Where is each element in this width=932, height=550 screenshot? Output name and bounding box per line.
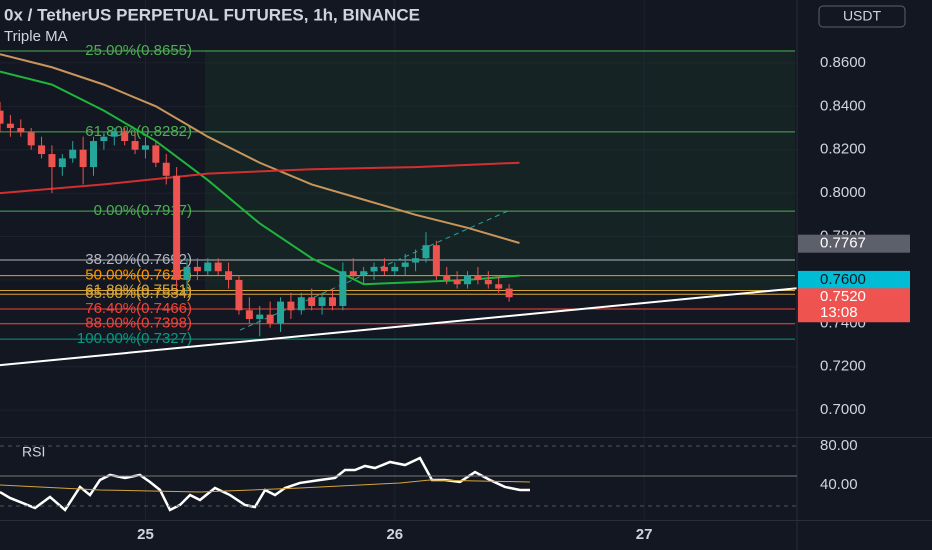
fib-label: 38.20%(0.7692) [85, 251, 192, 268]
candle-body [90, 141, 98, 168]
price-tag [798, 234, 910, 253]
candle-body [235, 279, 243, 311]
candle-body [38, 145, 46, 155]
moving-average [0, 70, 520, 286]
candle-body [370, 266, 378, 272]
fib-label: 88.00%(0.7398) [85, 315, 192, 332]
candle-body [505, 288, 513, 298]
rsi-tick-label: 40.00 [820, 476, 858, 493]
candle-body [141, 145, 149, 150]
y-tick-label: 0.7200 [820, 358, 866, 375]
candle-body [17, 128, 25, 133]
y-tick-label: 0.8200 [820, 141, 866, 158]
candle-body [495, 284, 503, 289]
candle-body [287, 301, 295, 311]
candle-body [297, 297, 305, 311]
candle-body [152, 145, 160, 163]
fib-label: 0.00%(0.7917) [94, 202, 192, 219]
x-tick-label: 26 [386, 526, 403, 543]
y-tick-label: 0.8400 [820, 97, 866, 114]
candle-body [6, 123, 14, 129]
candle-body [79, 149, 87, 168]
indicator-name: Triple MA [4, 28, 68, 45]
candle-body [318, 297, 326, 306]
y-tick-label: 0.8600 [820, 54, 866, 71]
candle-body [131, 141, 139, 150]
candle-body [443, 275, 451, 280]
fib-label: 100.00%(0.7327) [77, 330, 192, 347]
fib-label: 76.40%(0.7466) [85, 300, 192, 317]
candle-body [110, 132, 118, 137]
candle-body [245, 310, 253, 319]
currency-label[interactable]: USDT [843, 8, 882, 24]
fib-label: 65.00%(0.7534) [85, 285, 192, 302]
candle-body [204, 262, 212, 272]
x-tick-label: 25 [137, 526, 154, 543]
moving-average [0, 53, 520, 244]
candle-body [27, 132, 35, 146]
fib-label: 25.00%(0.8655) [85, 42, 192, 59]
y-tick-label: 0.8000 [820, 184, 866, 201]
candle-body [58, 158, 66, 168]
candle-body [432, 245, 440, 276]
candle-body [464, 275, 472, 285]
y-tick-label: 0.7000 [820, 401, 866, 418]
candle-body [380, 266, 388, 272]
candle-body [328, 297, 336, 306]
currency-button[interactable] [818, 5, 906, 28]
fib-label: 61.80%(0.7551) [85, 282, 192, 299]
chart-title: 0x / TetherUS PERPETUAL FUTURES, 1h, BIN… [4, 5, 420, 24]
candle-body [183, 266, 191, 280]
candle-body [308, 297, 316, 306]
candle-body [266, 314, 274, 324]
moving-average [0, 161, 520, 195]
price-tag [798, 270, 910, 289]
candle-body [48, 154, 56, 168]
candle-body [453, 279, 461, 285]
fib-label: 50.00%(0.7620) [85, 267, 192, 284]
rsi-ma [0, 479, 530, 493]
price-tag-label: 0.7600 [820, 271, 866, 288]
candle-body [401, 262, 409, 267]
candle-body [484, 279, 492, 285]
candle-body [100, 136, 108, 142]
price-tag [798, 288, 910, 323]
candle-body [173, 175, 181, 280]
candle-body [339, 271, 347, 306]
candle-body [474, 275, 482, 280]
candle-body [422, 245, 430, 259]
candle-body [360, 271, 368, 276]
candle-body [121, 132, 129, 142]
candle-body [277, 301, 285, 324]
candle-body [69, 149, 77, 159]
candle-body [349, 271, 357, 276]
price-tag-countdown: 13:08 [820, 304, 858, 321]
candle-body [0, 110, 4, 124]
candle-body [256, 314, 264, 319]
rsi-tick-label: 80.00 [820, 437, 858, 454]
rsi-title: RSI [22, 444, 45, 460]
candle-body [214, 262, 222, 272]
candle-body [162, 162, 170, 176]
candle-body [225, 271, 233, 280]
x-tick-label: 27 [636, 526, 653, 543]
price-tag-label: 0.7520 [820, 288, 866, 305]
trendline [0, 287, 797, 367]
price-tag-label: 0.7767 [820, 235, 866, 252]
candle-body [391, 266, 399, 272]
candle-body [412, 258, 420, 263]
candle-body [193, 266, 201, 272]
